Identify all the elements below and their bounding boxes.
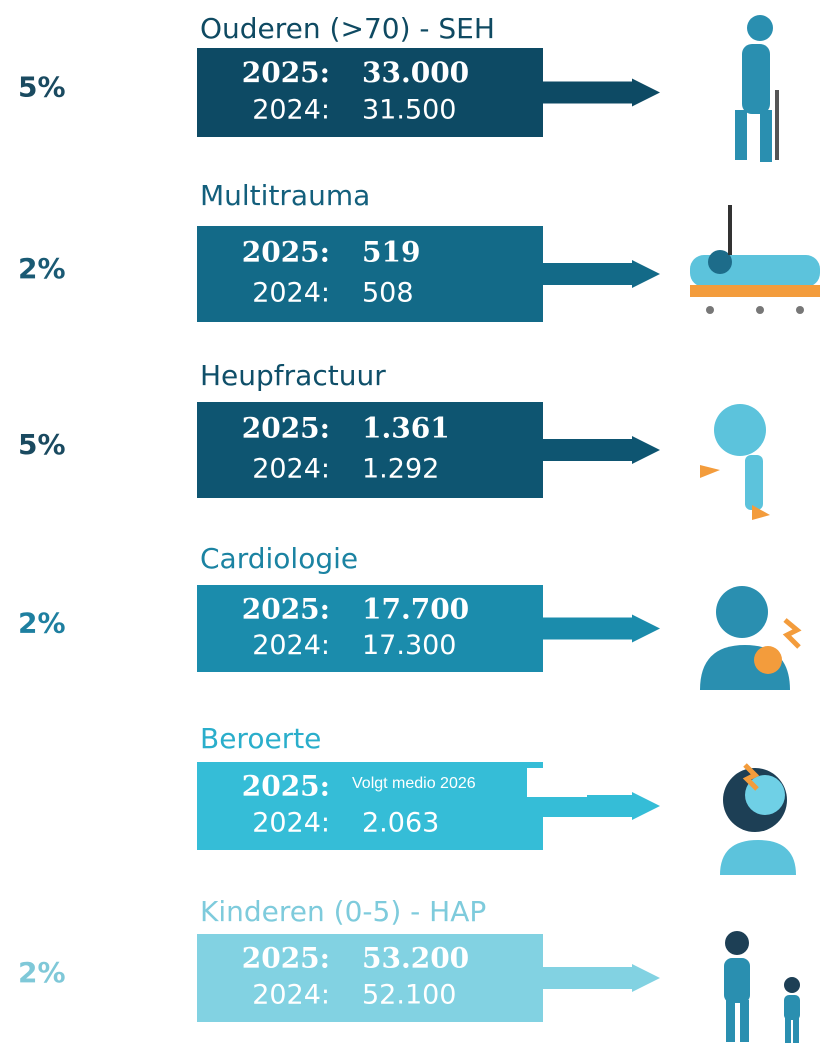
item-title: Heupfractuur: [200, 359, 386, 392]
year-value: 33.000: [362, 56, 469, 89]
year-label: 2025:: [242, 592, 330, 625]
year-value: 31.500: [362, 94, 456, 125]
percent: 5%: [18, 428, 66, 461]
year-label: 2024:: [252, 278, 330, 309]
year-value: 1.292: [362, 454, 439, 485]
year-label: 2024:: [252, 94, 330, 125]
value-box: [197, 585, 543, 672]
arrow: [543, 436, 660, 464]
value-box: [197, 762, 543, 850]
value-box: [197, 226, 543, 322]
arrow: [543, 792, 660, 820]
value-box: [197, 402, 543, 498]
icon-hip: [700, 404, 770, 520]
percent: 2%: [18, 607, 66, 640]
value-box: [197, 934, 543, 1022]
arrow: [543, 964, 660, 992]
year-label: 2025:: [242, 770, 330, 803]
note-bg: [527, 768, 587, 797]
item-title: Beroerte: [200, 722, 321, 755]
year-label: 2025:: [242, 56, 330, 89]
year-label: 2024:: [252, 454, 330, 485]
item-title: Multitrauma: [200, 179, 370, 212]
icon-child: [724, 931, 800, 1043]
arrow: [543, 614, 660, 643]
percent: 2%: [18, 252, 66, 285]
year-value: 53.200: [362, 942, 469, 975]
percent: 2%: [18, 956, 66, 989]
note: Volgt medio 2026: [352, 775, 476, 792]
year-value: 508: [362, 278, 414, 309]
year-label: 2024:: [252, 630, 330, 661]
icon-heart: [700, 586, 802, 690]
item-title: Kinderen (0-5) - HAP: [200, 895, 486, 928]
icon-stretcher: [690, 205, 820, 314]
percent: 5%: [18, 71, 66, 104]
year-label: 2025:: [242, 412, 330, 445]
year-label: 2024:: [252, 808, 330, 839]
item-title: Cardiologie: [200, 542, 358, 575]
arrow: [543, 260, 660, 288]
icon-brain: [720, 763, 796, 875]
year-label: 2025:: [242, 236, 330, 269]
year-label: 2025:: [242, 942, 330, 975]
year-value: 17.700: [362, 592, 469, 625]
icons: [690, 15, 820, 1043]
year-value: 52.100: [362, 980, 456, 1011]
item-title: Ouderen (>70) - SEH: [200, 12, 495, 45]
icon-elderly: [735, 15, 779, 162]
arrow: [543, 78, 660, 107]
year-value: 519: [362, 236, 420, 269]
year-value: 1.361: [362, 412, 450, 445]
year-value: 2.063: [362, 808, 439, 839]
year-value: 17.300: [362, 630, 456, 661]
value-box: [197, 48, 543, 137]
year-label: 2024:: [252, 980, 330, 1011]
